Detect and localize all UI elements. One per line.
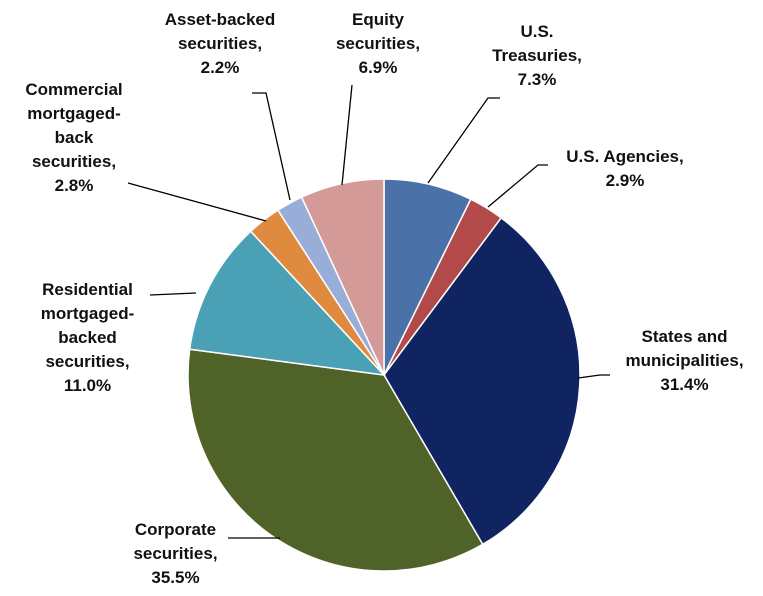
slice-label: Residential mortgaged-backed securities,…	[20, 278, 155, 398]
pie-slice	[383, 216, 581, 546]
value-label: 2.2%	[200, 58, 240, 77]
slice-label: Asset-backed securities, 2.2%	[150, 8, 290, 80]
category-label: Equity securities,	[335, 10, 421, 53]
value-label: 35.5%	[151, 568, 200, 587]
slice-label: Commercial mortgaged-back securities, 2.8…	[15, 78, 133, 198]
category-label: U.S. Treasuries,	[492, 22, 582, 65]
leader-line	[252, 92, 291, 201]
value-label: 2.9%	[605, 171, 645, 190]
value-label: 31.4%	[660, 375, 709, 394]
category-label: Residential mortgaged-backed securities,	[40, 280, 135, 371]
value-label: 11.0%	[63, 376, 112, 395]
slice-label: Corporate securities, 35.5%	[118, 518, 233, 590]
slice-label: U.S. Treasuries, 7.3%	[482, 20, 592, 92]
slice-label: U.S. Agencies, 2.9%	[545, 145, 705, 193]
leader-line	[341, 84, 353, 186]
leader-line	[427, 97, 500, 184]
slice-label: States and municipalities, 31.4%	[612, 325, 757, 397]
category-label: Asset-backed securities,	[164, 10, 276, 53]
category-label: States and municipalities,	[625, 327, 744, 370]
leader-line	[487, 164, 548, 208]
slice-label: Equity securities, 6.9%	[318, 8, 438, 80]
value-label: 7.3%	[517, 70, 557, 89]
value-label: 2.8%	[54, 176, 94, 195]
value-label: 6.9%	[358, 58, 398, 77]
category-label: Commercial mortgaged-back securities,	[25, 80, 123, 171]
category-label: Corporate securities,	[133, 520, 218, 563]
leader-line	[577, 374, 610, 379]
pie-slice	[188, 230, 386, 377]
leader-line	[127, 182, 267, 222]
leader-line	[149, 292, 197, 296]
category-label: U.S. Agencies,	[566, 147, 684, 166]
